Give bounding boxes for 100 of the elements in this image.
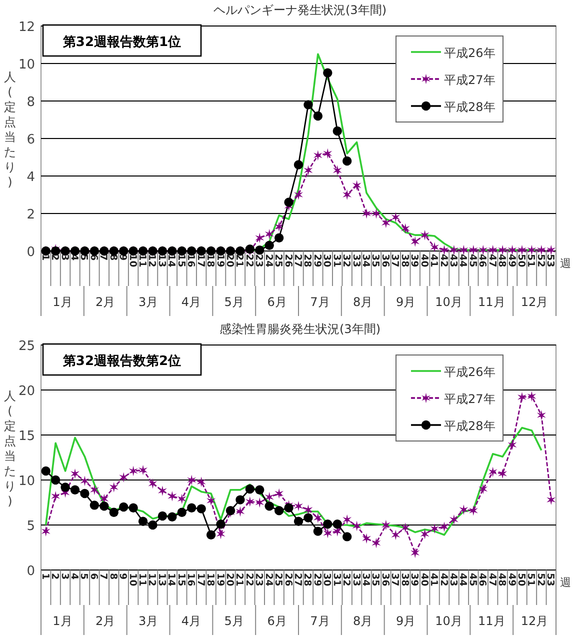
point [206,530,216,540]
point [342,156,352,166]
point [342,514,352,525]
annotation: 第32週報告数第1位 [62,34,182,50]
x-tick-label: 45 [466,254,478,268]
x-tick-label: 40 [418,573,430,587]
y-tick-label: 0 [26,245,35,260]
text: 2月 [96,295,116,309]
point [264,502,274,511]
x-tick-label: 13 [156,573,167,586]
point [41,526,50,536]
point [527,244,536,256]
point [440,522,449,532]
point [372,538,381,548]
y-tick-label: 10 [18,474,35,489]
x-tick-label: 1 [39,254,50,261]
point [323,528,332,538]
point [546,494,556,505]
y-tick-label: 4 [26,170,35,185]
y-tick-label: 25 [18,339,35,354]
point [352,180,362,191]
point [245,496,254,507]
x-tick-label: 52 [534,254,546,268]
point [284,503,294,512]
point [342,532,352,542]
x-tick-label: 9 [117,573,128,580]
x-tick-label: 26 [282,254,294,268]
point [323,148,332,159]
point [274,221,284,232]
point [70,468,80,479]
x-tick-label: 28 [302,573,313,587]
x-tick-label: 8 [107,254,118,261]
text: 8月 [353,295,373,309]
point [245,484,255,494]
point [264,240,274,250]
point [90,500,100,510]
note-box: 第32週報告数第2位 [42,343,202,376]
point [400,223,410,234]
x-tick-label: 28 [302,254,313,268]
point [100,502,109,511]
point [51,491,60,502]
x-tick-label: 51 [525,573,536,586]
x-tick-label: 31 [330,254,342,268]
point [60,482,70,492]
x-tick-label: 48 [496,573,508,587]
x-tick-label: 36 [379,573,390,587]
x-tick-label: 15 [175,573,186,586]
x-tick-label: 19 [214,573,226,586]
y-tick-label: 5 [26,519,35,534]
point [488,466,498,478]
x-tick-label: 20 [224,573,235,587]
point [90,484,99,496]
point [80,488,90,498]
point [196,476,206,487]
point [362,533,372,544]
text: 7月 [310,295,330,309]
x-tick-label: 1 [39,573,50,580]
point [313,150,322,161]
point [323,520,332,529]
x-tick-label: 14 [166,573,177,587]
point [80,476,90,486]
point [128,503,138,512]
x-tick-label: 12 [146,254,158,268]
point [187,474,196,486]
point [391,212,400,222]
x-tick-label: 45 [466,573,478,586]
x-tick-label: 43 [447,573,458,586]
y-tick-label: 10 [18,58,35,72]
point [352,520,362,532]
point [420,230,430,240]
text: 6月 [267,614,287,628]
point [138,464,148,476]
x-tick-label: 27 [292,573,303,586]
x-tick-label: 32 [340,573,352,586]
x-tick-label: 49 [506,254,517,268]
x-tick-label: 27 [292,254,303,268]
x-tick-label: 5 [78,573,90,580]
point [449,514,458,525]
point [41,466,50,476]
x-tick-label: 17 [194,573,206,586]
x-tick-label: 16 [185,254,196,268]
point [332,165,342,176]
text: 5月 [224,614,244,628]
x-tick-label: 26 [282,573,294,587]
text: 5月 [224,295,244,309]
point [196,504,206,514]
x-tick-label: 19 [214,254,226,268]
x-tick-label: 33 [350,573,362,586]
legend-label: 平成28年 [444,100,496,114]
point [294,516,304,526]
x-tick-label: 46 [476,254,488,268]
point [148,478,158,489]
point [148,520,158,530]
text: 11月 [478,295,506,309]
x-tick-label: 41 [428,573,440,586]
point [304,504,313,515]
point [410,548,420,558]
point [255,497,264,508]
y-tick-label: 0 [26,564,35,579]
point [70,485,80,494]
